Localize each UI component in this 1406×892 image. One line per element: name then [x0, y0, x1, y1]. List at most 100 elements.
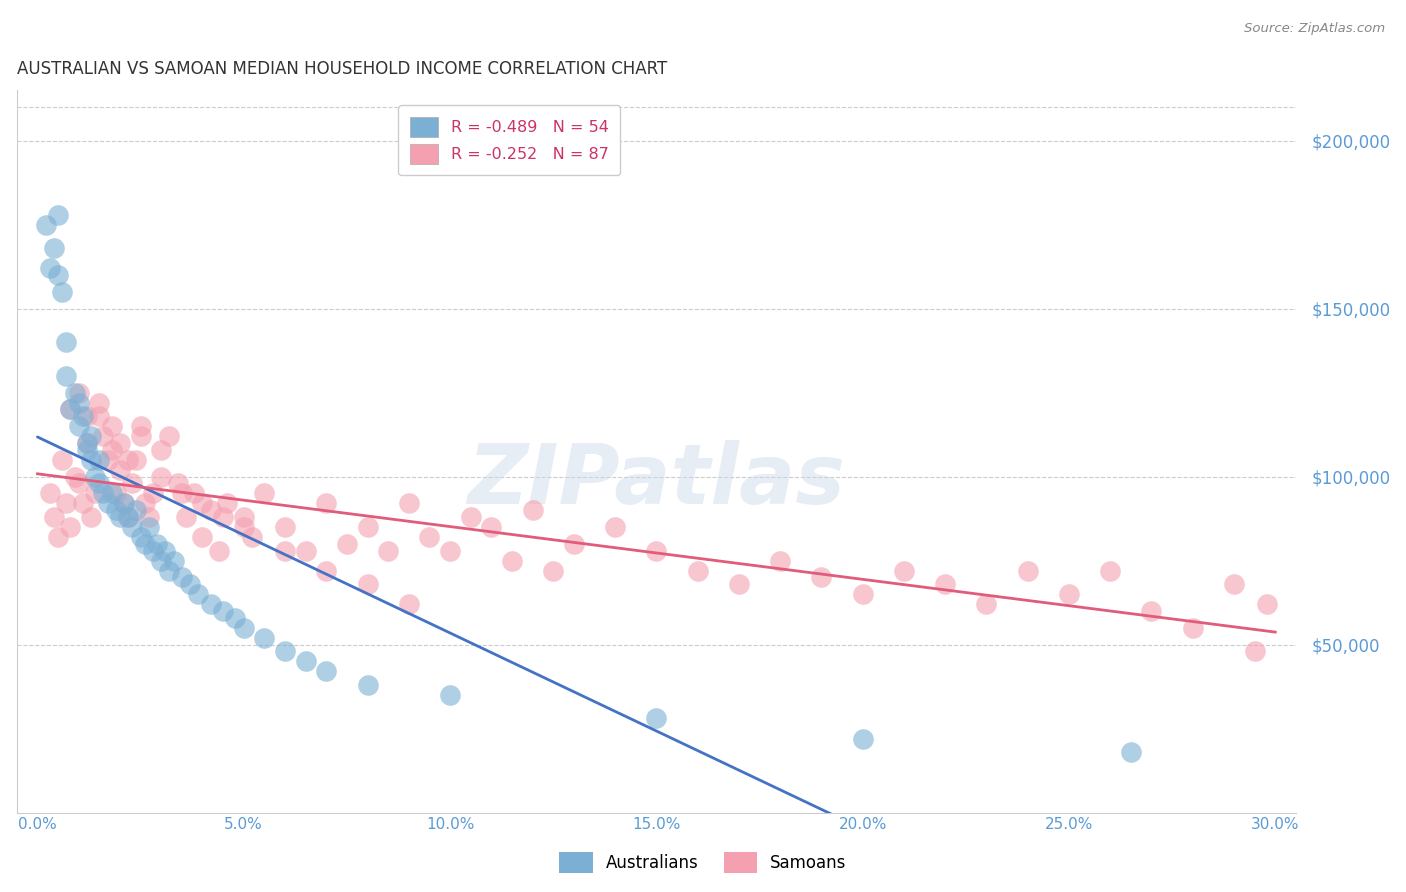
- Point: [439, 543, 461, 558]
- Point: [76, 409, 98, 424]
- Point: [38, 261, 60, 276]
- Point: [728, 577, 751, 591]
- Point: [42, 509, 65, 524]
- Point: [1057, 587, 1080, 601]
- Point: [55, 335, 77, 350]
- Point: [315, 496, 337, 510]
- Point: [125, 452, 148, 467]
- Point: [63, 385, 86, 400]
- Point: [100, 442, 122, 457]
- Point: [84, 486, 107, 500]
- Point: [93, 429, 115, 443]
- Point: [108, 463, 131, 477]
- Point: [51, 285, 73, 299]
- Point: [522, 503, 544, 517]
- Point: [38, 486, 60, 500]
- Point: [274, 644, 297, 658]
- Point: [42, 241, 65, 255]
- Point: [84, 469, 107, 483]
- Point: [232, 520, 254, 534]
- Point: [1099, 564, 1122, 578]
- Point: [150, 553, 173, 567]
- Point: [93, 486, 115, 500]
- Point: [1243, 644, 1265, 658]
- Point: [142, 543, 165, 558]
- Point: [232, 509, 254, 524]
- Point: [183, 486, 205, 500]
- Point: [479, 520, 502, 534]
- Point: [398, 496, 420, 510]
- Point: [129, 419, 152, 434]
- Point: [460, 509, 482, 524]
- Point: [67, 385, 90, 400]
- Text: AUSTRALIAN VS SAMOAN MEDIAN HOUSEHOLD INCOME CORRELATION CHART: AUSTRALIAN VS SAMOAN MEDIAN HOUSEHOLD IN…: [17, 60, 666, 78]
- Point: [80, 452, 103, 467]
- Point: [294, 543, 316, 558]
- Point: [46, 530, 69, 544]
- Point: [170, 570, 193, 584]
- Point: [55, 496, 77, 510]
- Point: [1017, 564, 1039, 578]
- Point: [108, 436, 131, 450]
- Point: [159, 564, 181, 578]
- Point: [104, 486, 127, 500]
- Point: [142, 486, 165, 500]
- Point: [1119, 745, 1142, 759]
- Point: [97, 452, 120, 467]
- Point: [1223, 577, 1246, 591]
- Point: [146, 537, 169, 551]
- Point: [315, 665, 337, 679]
- Point: [46, 268, 69, 282]
- Point: [108, 509, 131, 524]
- Point: [1181, 621, 1204, 635]
- Point: [138, 509, 160, 524]
- Point: [603, 520, 626, 534]
- Point: [501, 553, 523, 567]
- Point: [59, 402, 82, 417]
- Point: [51, 452, 73, 467]
- Point: [645, 711, 668, 725]
- Point: [125, 503, 148, 517]
- Point: [769, 553, 792, 567]
- Point: [191, 496, 214, 510]
- Point: [34, 218, 56, 232]
- Point: [253, 631, 276, 645]
- Point: [129, 530, 152, 544]
- Point: [179, 577, 201, 591]
- Point: [112, 496, 135, 510]
- Point: [200, 503, 222, 517]
- Point: [377, 543, 399, 558]
- Point: [150, 469, 173, 483]
- Point: [232, 621, 254, 635]
- Point: [356, 577, 378, 591]
- Point: [121, 476, 143, 491]
- Point: [100, 419, 122, 434]
- Legend: R = -0.489   N = 54, R = -0.252   N = 87: R = -0.489 N = 54, R = -0.252 N = 87: [398, 105, 620, 175]
- Point: [166, 476, 188, 491]
- Point: [1140, 604, 1163, 618]
- Point: [934, 577, 956, 591]
- Point: [336, 537, 359, 551]
- Point: [134, 496, 156, 510]
- Point: [76, 436, 98, 450]
- Point: [63, 469, 86, 483]
- Point: [138, 520, 160, 534]
- Point: [67, 419, 90, 434]
- Point: [356, 678, 378, 692]
- Point: [89, 476, 111, 491]
- Point: [67, 476, 90, 491]
- Point: [645, 543, 668, 558]
- Point: [810, 570, 832, 584]
- Point: [76, 442, 98, 457]
- Point: [80, 509, 103, 524]
- Point: [55, 368, 77, 383]
- Point: [976, 597, 998, 611]
- Point: [97, 496, 120, 510]
- Point: [89, 395, 111, 409]
- Point: [89, 409, 111, 424]
- Point: [72, 496, 94, 510]
- Point: [162, 553, 184, 567]
- Point: [240, 530, 263, 544]
- Point: [294, 654, 316, 668]
- Point: [46, 208, 69, 222]
